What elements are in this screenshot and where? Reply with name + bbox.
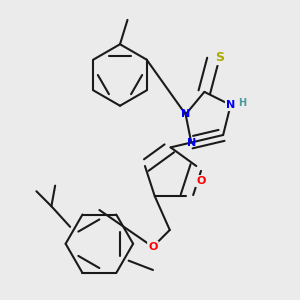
Text: H: H (238, 98, 246, 108)
Text: N: N (226, 100, 235, 110)
Text: O: O (196, 176, 206, 186)
Text: O: O (148, 242, 158, 252)
Text: S: S (215, 51, 224, 64)
Text: N: N (181, 110, 190, 119)
Text: N: N (187, 137, 196, 148)
Text: N: N (226, 100, 235, 110)
